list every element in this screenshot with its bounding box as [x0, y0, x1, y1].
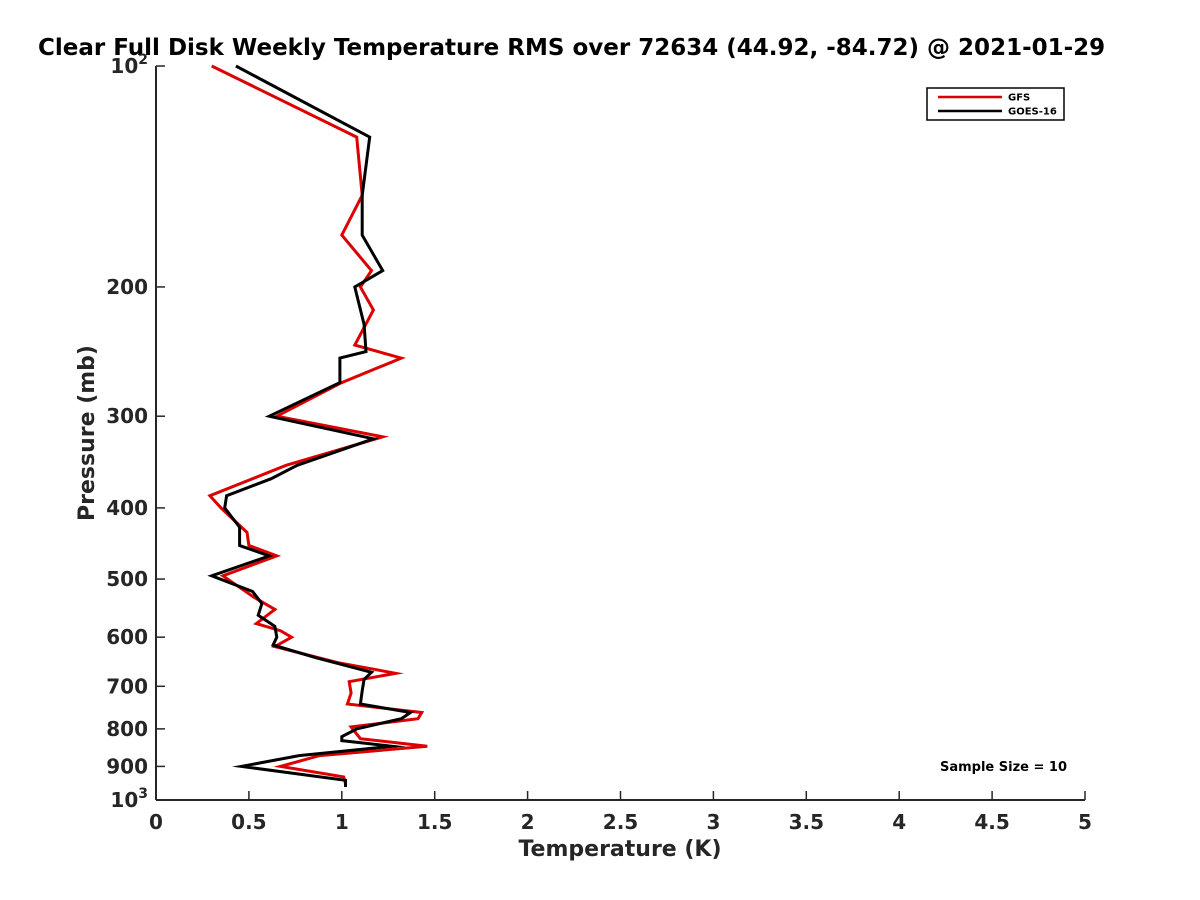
y-axis-label: Pressure (mb) [75, 345, 100, 521]
x-tick-label: 0.5 [231, 810, 266, 834]
legend-box [926, 87, 1065, 121]
y-tick-label: 200 [106, 275, 148, 299]
y-tick-label: 103 [110, 786, 148, 812]
x-tick-label: 2 [521, 810, 535, 834]
legend-label: GFS [1008, 93, 1030, 104]
x-tick-label: 3 [706, 810, 720, 834]
x-tick-label: 4 [892, 810, 906, 834]
y-tick-label: 800 [106, 717, 148, 741]
y-tick-label: 102 [110, 52, 148, 78]
series-line-goes-16 [207, 64, 415, 787]
x-tick-label: 1.5 [417, 810, 452, 834]
x-tick-label: 0 [149, 810, 163, 834]
y-tick-label: 300 [106, 404, 148, 428]
y-tick-label: 500 [106, 567, 148, 591]
y-tick-label: 600 [106, 625, 148, 649]
series-layer [207, 64, 428, 787]
legend-label: GOES-16 [1008, 107, 1057, 118]
x-tick-label: 1 [335, 810, 349, 834]
y-tick-label: 900 [106, 754, 148, 778]
y-tick-label: 400 [106, 496, 148, 520]
x-tick-label: 3.5 [789, 810, 824, 834]
chart-title: Clear Full Disk Weekly Temperature RMS o… [38, 35, 1105, 61]
legend: GFS GOES-16 [926, 87, 1065, 121]
x-tick-label: 5 [1078, 810, 1092, 834]
x-tick-label: 2.5 [603, 810, 638, 834]
y-tick-label: 700 [106, 674, 148, 698]
sample-size-annotation: Sample Size = 10 [940, 760, 1067, 775]
x-axis-label: Temperature (K) [518, 837, 721, 862]
axes: 0 0.5 1 1.5 2 2.5 3 3.5 4 4.5 5 102 200 300 400 500 600 7… [106, 52, 1092, 834]
x-tick-label: 4.5 [974, 810, 1009, 834]
